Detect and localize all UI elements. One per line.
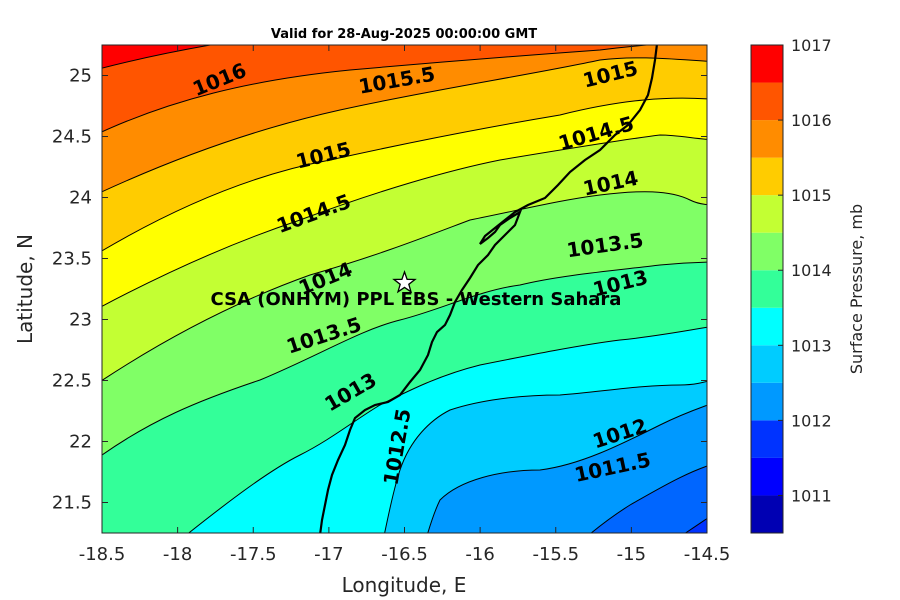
x-tick-label: -15.5	[532, 544, 579, 565]
coastline	[319, 45, 658, 533]
colorbar-bin	[751, 457, 783, 496]
colorbar	[751, 45, 783, 533]
colorbar-tick-label: 1011	[791, 486, 832, 505]
map-title: Valid for 28-Aug-2025 00:00:00 GMT	[271, 27, 537, 42]
y-tick-label: 21.5	[52, 493, 92, 514]
colorbar-bin	[751, 307, 783, 346]
y-tick-label: 25	[69, 66, 92, 87]
x-tick-label: -18	[163, 544, 192, 565]
star-icon	[392, 269, 417, 294]
colorbar-frame	[750, 44, 784, 534]
x-axis: -18.5 -18 -17.5 -17 -16.5 -16 -15.5 -15 -14.5	[79, 45, 731, 565]
x-tick-label: -17	[314, 544, 343, 565]
contour-field	[102, 45, 707, 533]
colorbar-bin	[751, 45, 783, 83]
colorbar-ticks: 1011 1012 1013 1014 1015 1016 1017	[778, 36, 832, 505]
colorbar-bin	[751, 82, 783, 121]
colorbar-tick-label: 1015	[791, 186, 832, 205]
x-tick-label: -16	[465, 544, 494, 565]
colorbar-bin	[751, 345, 783, 383]
colorbar-bin	[751, 157, 783, 196]
x-tick-label: -14.5	[684, 544, 731, 565]
x-tick-label: -17.5	[230, 544, 277, 565]
y-tick-label: 23.5	[52, 249, 92, 270]
colorbar-bin	[751, 270, 783, 308]
x-tick-label: -18.5	[79, 544, 126, 565]
colorbar-bin	[751, 120, 783, 158]
band-1011	[591, 466, 707, 533]
colorbar-bin	[751, 232, 783, 271]
colorbar-tick-label: 1014	[791, 261, 832, 280]
colorbar-tick-label: 1016	[791, 111, 832, 130]
y-tick-label: 24	[69, 188, 92, 209]
y-axis: 21.5 22 22.5 23 23.5 24 24.5 25	[52, 66, 707, 514]
colorbar-tick-label: 1013	[791, 336, 832, 355]
site-label: CSA (ONHYM) PPL EBS - Western Sahara	[211, 289, 622, 310]
site-marker: CSA (ONHYM) PPL EBS - Western Sahara	[211, 269, 622, 310]
y-axis-label: Latitude, N	[13, 234, 37, 344]
y-tick-label: 24.5	[52, 127, 92, 148]
colorbar-bin	[751, 495, 783, 533]
y-tick-label: 22.5	[52, 371, 92, 392]
y-tick-label: 23	[69, 310, 92, 331]
band-1016-5	[102, 45, 215, 68]
x-tick-label: -16.5	[381, 544, 428, 565]
x-tick-label: -15	[617, 544, 646, 565]
y-tick-label: 22	[69, 432, 92, 453]
colorbar-bin	[751, 195, 783, 233]
colorbar-label: Surface Pressure, mb	[847, 204, 866, 374]
band-1010-5	[685, 518, 707, 533]
colorbar-bin	[751, 420, 783, 458]
contour-lines	[102, 45, 707, 533]
x-axis-label: Longitude, E	[342, 573, 467, 597]
colorbar-tick-label: 1012	[791, 411, 832, 430]
colorbar-bin	[751, 382, 783, 421]
colorbar-tick-label: 1017	[791, 36, 832, 55]
